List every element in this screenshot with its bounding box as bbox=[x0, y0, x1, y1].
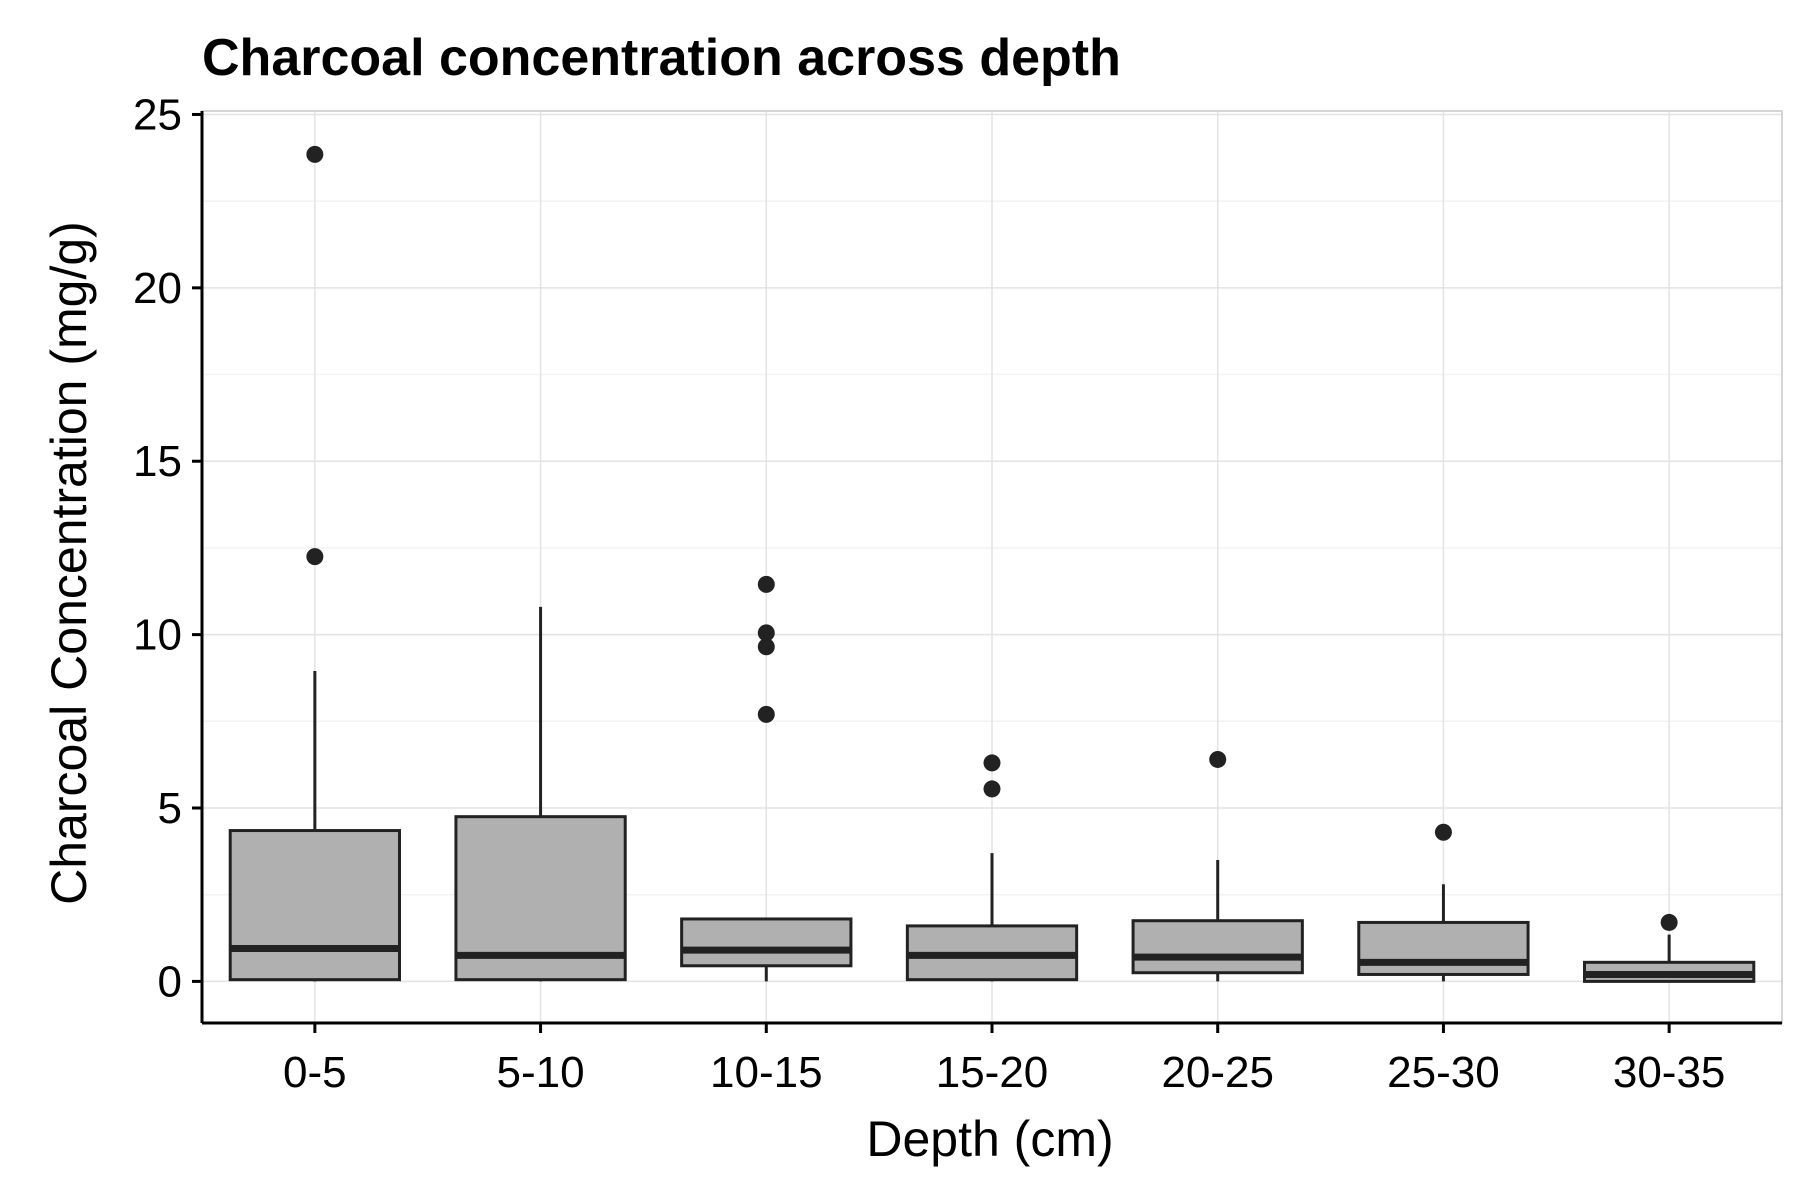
y-tick-label: 20 bbox=[133, 264, 182, 313]
outlier-point bbox=[1434, 823, 1452, 841]
x-tick-label: 10-15 bbox=[710, 1048, 823, 1097]
x-tick-label: 20-25 bbox=[1161, 1048, 1274, 1097]
box-iqr bbox=[680, 917, 853, 968]
box-group-30-35 bbox=[1583, 913, 1756, 983]
box-group-25-30 bbox=[1357, 823, 1530, 982]
outlier-point bbox=[757, 624, 775, 642]
outlier-point bbox=[757, 638, 775, 656]
outlier-point bbox=[983, 754, 1001, 772]
y-tick-label: 15 bbox=[133, 437, 182, 486]
x-tick-label: 15-20 bbox=[936, 1048, 1049, 1097]
box-iqr bbox=[228, 829, 401, 982]
box-group-10-15 bbox=[680, 575, 853, 982]
chart-title: Charcoal concentration across depth bbox=[202, 29, 1121, 87]
y-tick-label: 0 bbox=[158, 957, 182, 1006]
box-iqr bbox=[1357, 920, 1530, 976]
x-axis-title: Depth (cm) bbox=[866, 1111, 1113, 1167]
x-tick-label: 5-10 bbox=[497, 1048, 585, 1097]
outlier-point bbox=[1660, 913, 1678, 931]
outlier-point bbox=[983, 780, 1001, 798]
outlier-point bbox=[1209, 750, 1227, 768]
outlier-point bbox=[306, 548, 324, 566]
outlier-point bbox=[306, 145, 324, 163]
x-tick-label: 0-5 bbox=[283, 1048, 347, 1097]
y-axis-title: Charcoal Concentration (mg/g) bbox=[41, 221, 97, 905]
y-tick-label: 10 bbox=[133, 611, 182, 660]
box-iqr bbox=[1131, 919, 1304, 975]
box-group-15-20 bbox=[905, 754, 1079, 982]
y-tick-label: 25 bbox=[133, 90, 182, 139]
x-tick-label: 25-30 bbox=[1387, 1048, 1500, 1097]
outlier-point bbox=[757, 705, 775, 723]
outlier-point bbox=[757, 575, 775, 593]
box-group-0-5 bbox=[228, 145, 401, 982]
box-group-5-10 bbox=[454, 606, 627, 982]
boxes-layer bbox=[228, 145, 1756, 983]
x-tick-label: 30-35 bbox=[1613, 1048, 1726, 1097]
axes-layer: 0 5 10 15 20 25 0-5 5-10 10-15 15-20 20-25 25-30 30-… bbox=[133, 90, 1782, 1097]
box-group-20-25 bbox=[1131, 750, 1304, 982]
y-tick-label: 5 bbox=[158, 784, 182, 833]
